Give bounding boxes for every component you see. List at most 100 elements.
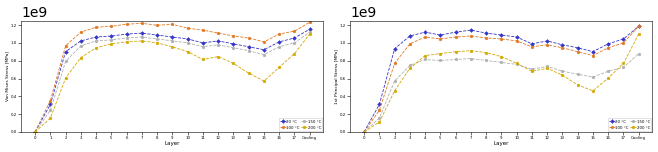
100 °C — [391, 62, 399, 64]
100 °C — [513, 40, 520, 42]
100 °C — [620, 42, 628, 44]
20 °C — [497, 34, 505, 36]
200 °C — [574, 84, 582, 86]
200 °C — [635, 33, 643, 35]
150 °C — [215, 44, 222, 46]
100 °C — [275, 33, 283, 35]
20 °C — [620, 38, 628, 40]
150 °C — [122, 37, 130, 39]
Line: 150 °C: 150 °C — [34, 31, 311, 133]
200 °C — [122, 41, 130, 43]
20 °C — [62, 51, 70, 53]
100 °C — [184, 27, 191, 29]
150 °C — [376, 117, 384, 119]
Y-axis label: Von Mises Stress [MPa]: Von Mises Stress [MPa] — [5, 51, 10, 101]
200 °C — [482, 52, 490, 54]
Y-axis label: 1st Principal Stress [MPa]: 1st Principal Stress [MPa] — [334, 49, 339, 104]
100 °C — [230, 35, 238, 37]
20 °C — [291, 37, 299, 39]
150 °C — [544, 65, 551, 67]
20 °C — [528, 43, 536, 45]
100 °C — [635, 25, 643, 27]
200 °C — [260, 80, 268, 82]
100 °C — [467, 35, 475, 37]
20 °C — [215, 40, 222, 42]
100 °C — [482, 37, 490, 39]
150 °C — [260, 54, 268, 55]
200 °C — [376, 121, 384, 123]
20 °C — [275, 41, 283, 43]
20 °C — [230, 43, 238, 45]
100 °C — [436, 38, 444, 40]
20 °C — [168, 36, 176, 38]
200 °C — [528, 70, 536, 72]
20 °C — [77, 40, 85, 42]
Line: 20 °C: 20 °C — [363, 25, 640, 133]
100 °C — [421, 36, 429, 38]
200 °C — [275, 66, 283, 68]
20 °C — [513, 36, 520, 38]
150 °C — [497, 62, 505, 63]
20 °C — [360, 131, 368, 133]
100 °C — [306, 21, 314, 23]
150 °C — [153, 38, 161, 40]
100 °C — [376, 109, 384, 111]
150 °C — [138, 36, 146, 38]
20 °C — [306, 28, 314, 30]
Line: 200 °C: 200 °C — [34, 33, 311, 133]
20 °C — [451, 31, 459, 33]
Legend: 20 °C, 100 °C, 150 °C, 200 °C: 20 °C, 100 °C, 150 °C, 200 °C — [607, 118, 651, 131]
200 °C — [291, 53, 299, 55]
20 °C — [635, 25, 643, 27]
20 °C — [589, 51, 597, 53]
150 °C — [230, 47, 238, 49]
100 °C — [153, 24, 161, 26]
150 °C — [199, 46, 207, 48]
100 °C — [92, 26, 100, 28]
100 °C — [291, 30, 299, 32]
20 °C — [47, 104, 55, 105]
150 °C — [184, 42, 191, 44]
200 °C — [451, 51, 459, 53]
100 °C — [260, 41, 268, 43]
20 °C — [574, 47, 582, 49]
150 °C — [47, 109, 55, 111]
100 °C — [168, 23, 176, 25]
X-axis label: Layer: Layer — [494, 142, 509, 146]
100 °C — [574, 51, 582, 53]
100 °C — [604, 47, 612, 49]
150 °C — [92, 40, 100, 42]
150 °C — [245, 50, 253, 52]
200 °C — [391, 90, 399, 92]
150 °C — [168, 40, 176, 42]
200 °C — [497, 56, 505, 57]
200 °C — [184, 51, 191, 53]
X-axis label: Layer: Layer — [164, 142, 180, 146]
200 °C — [544, 67, 551, 69]
100 °C — [77, 31, 85, 33]
20 °C — [406, 35, 414, 37]
Line: 100 °C: 100 °C — [363, 25, 640, 133]
200 °C — [168, 46, 176, 48]
20 °C — [31, 131, 39, 133]
20 °C — [544, 40, 551, 42]
200 °C — [47, 117, 55, 119]
150 °C — [620, 66, 628, 68]
Line: 100 °C: 100 °C — [34, 21, 311, 133]
150 °C — [275, 46, 283, 48]
150 °C — [77, 45, 85, 47]
150 °C — [513, 64, 520, 65]
200 °C — [513, 62, 520, 64]
150 °C — [31, 131, 39, 133]
20 °C — [436, 34, 444, 36]
200 °C — [92, 47, 100, 49]
100 °C — [360, 131, 368, 133]
Line: 200 °C: 200 °C — [363, 33, 640, 133]
150 °C — [604, 70, 612, 72]
150 °C — [406, 64, 414, 66]
200 °C — [31, 131, 39, 133]
20 °C — [482, 32, 490, 34]
20 °C — [122, 33, 130, 35]
20 °C — [107, 35, 115, 37]
100 °C — [215, 32, 222, 34]
